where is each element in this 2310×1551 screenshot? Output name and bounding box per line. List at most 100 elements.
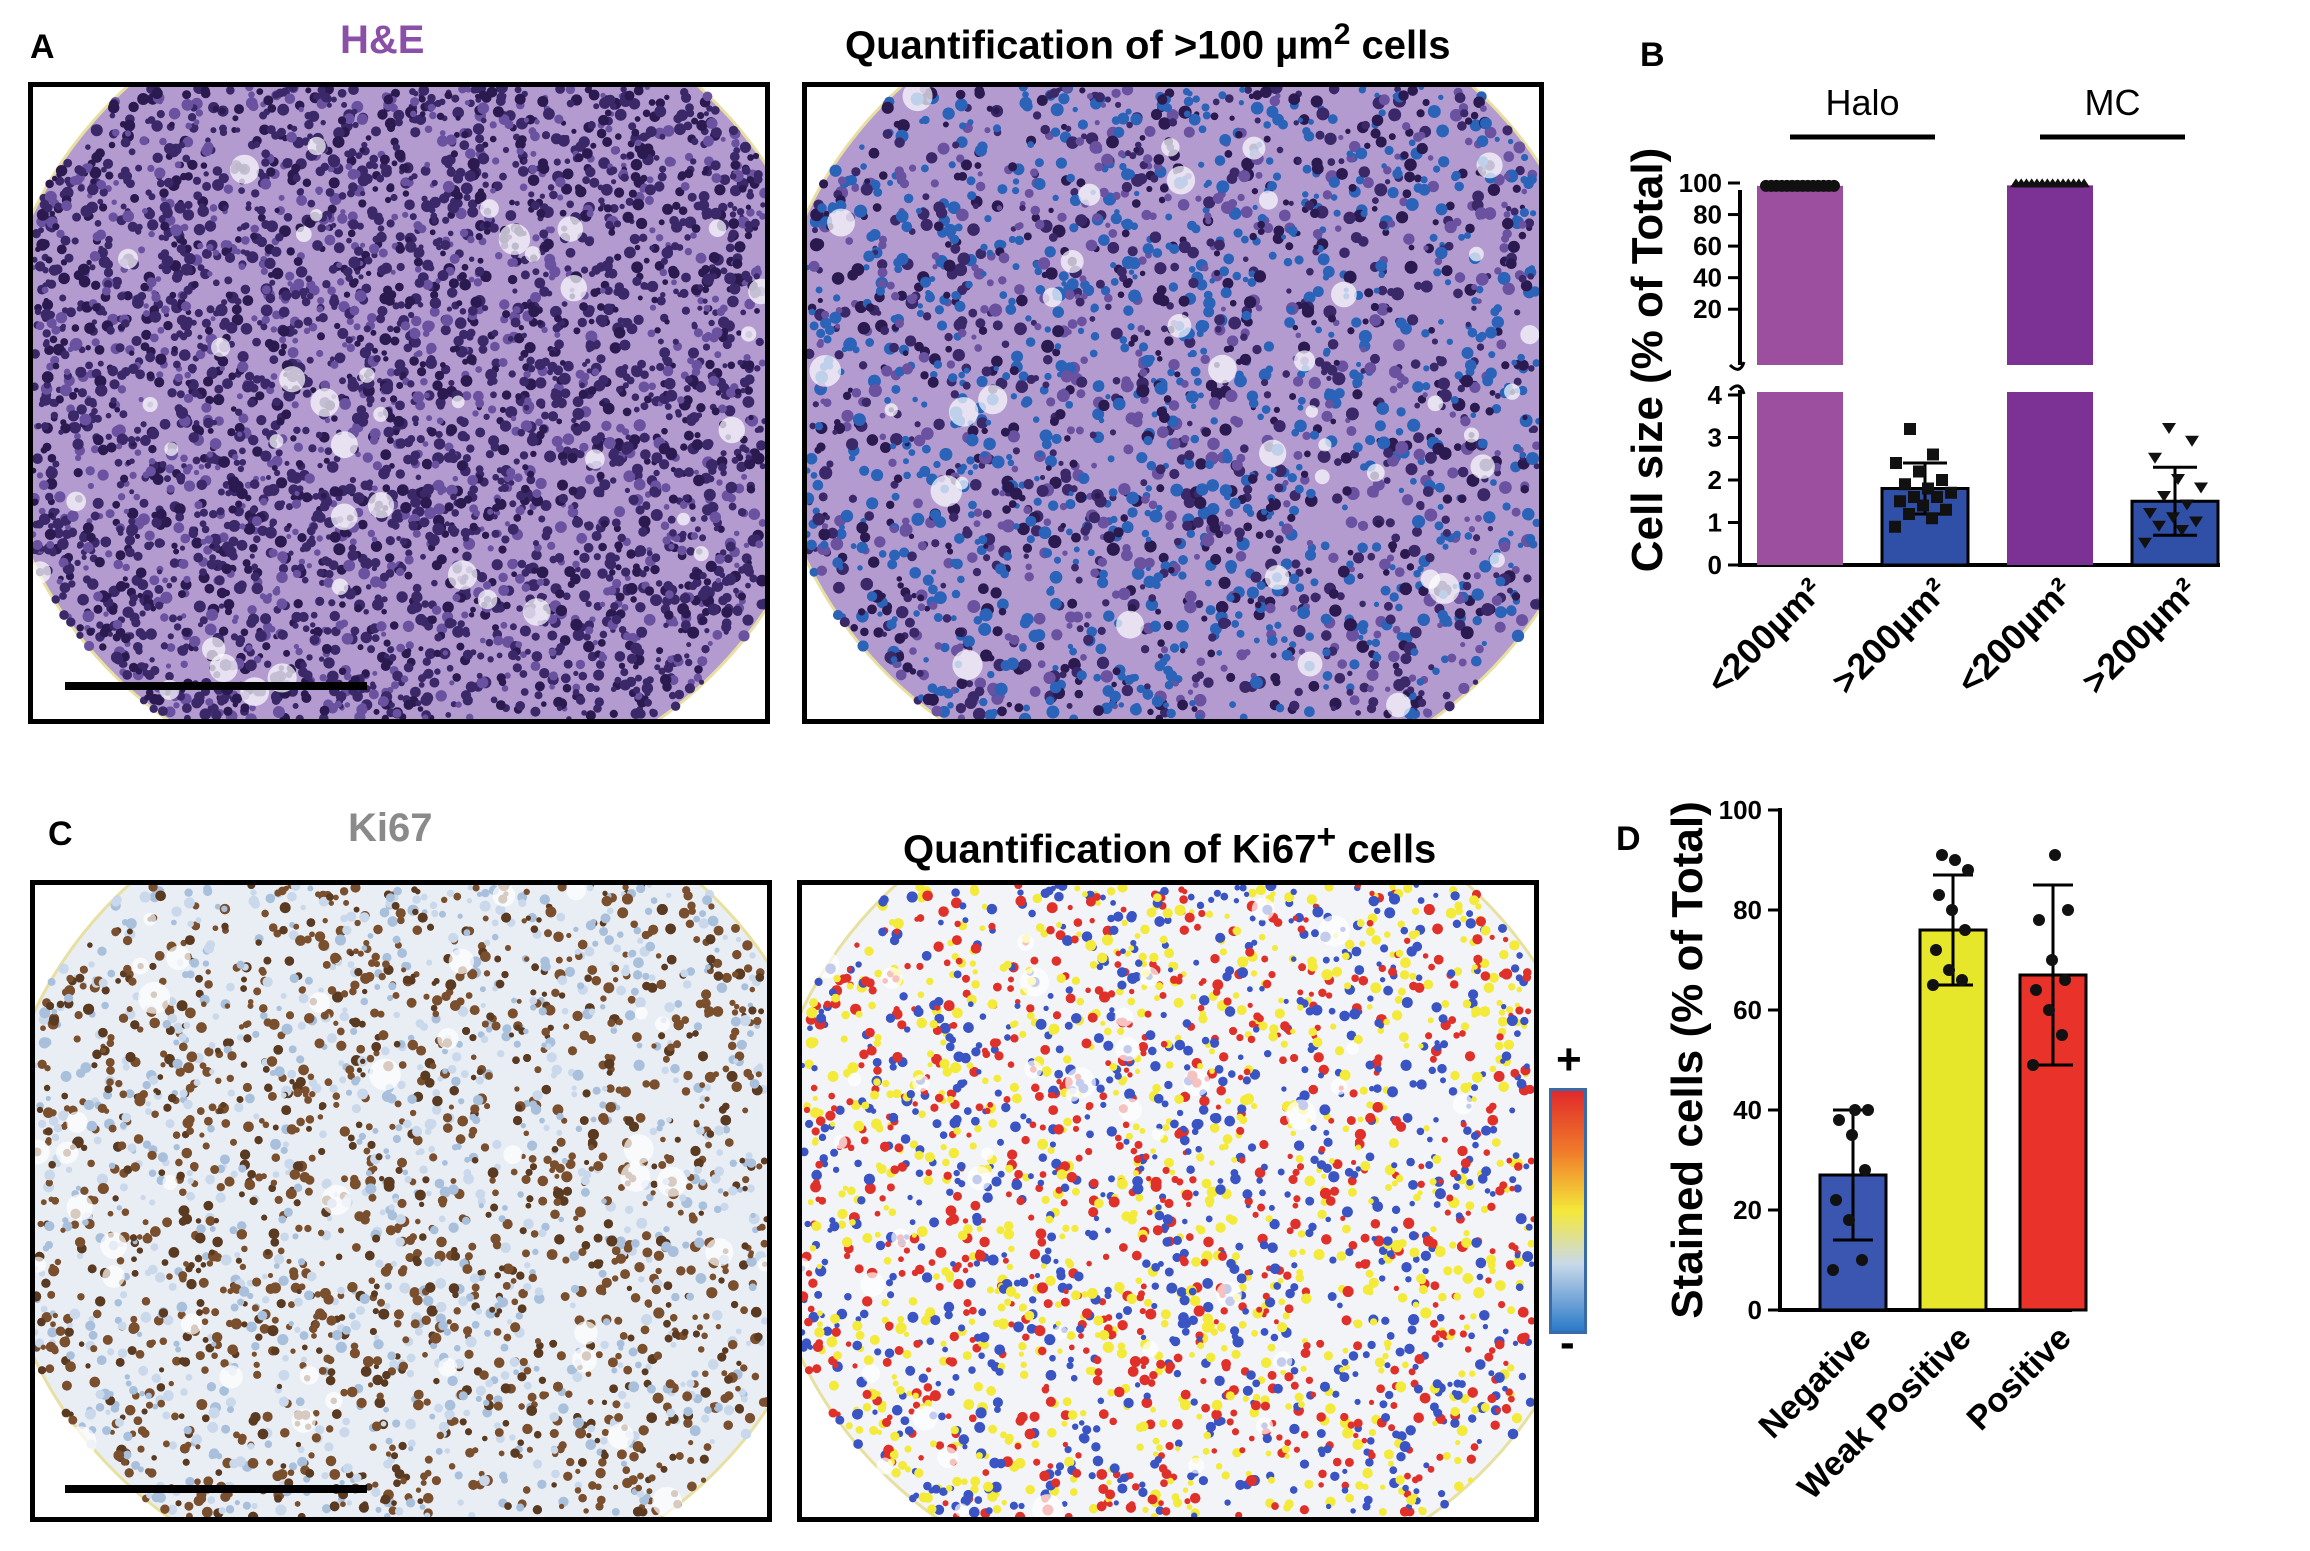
tick-label-upper: 80 — [1693, 200, 1722, 230]
data-point — [2138, 537, 2152, 549]
data-point — [2143, 508, 2157, 519]
data-point — [1903, 508, 1915, 520]
data-point — [1946, 904, 1958, 916]
group-label: Halo — [1825, 82, 1899, 123]
data-point — [1936, 849, 1948, 861]
data-point — [2148, 452, 2162, 464]
tick-label-lower: 0 — [1708, 550, 1722, 580]
cell-layer — [807, 87, 1539, 719]
data-point — [1926, 512, 1938, 525]
y-axis-label: Cell size (% of Total) — [1623, 148, 1672, 573]
data-point — [1862, 1104, 1874, 1116]
tick-label: 100 — [1719, 795, 1762, 825]
data-point — [2027, 1059, 2039, 1071]
data-point — [1827, 1264, 1839, 1276]
bar — [1918, 928, 1988, 1312]
data-point — [2152, 520, 2166, 532]
data-point — [2185, 435, 2199, 447]
bar-upper — [2007, 185, 2093, 365]
category-label: <200µm² — [1699, 570, 1831, 702]
data-point — [1899, 478, 1911, 491]
data-point — [1956, 974, 1968, 986]
quant-ki67-image — [797, 880, 1539, 1522]
data-point — [1843, 1214, 1855, 1226]
category-label: >200µm² — [1824, 570, 1956, 702]
legend-plus: + — [1556, 1035, 1582, 1084]
he-scalebar — [65, 682, 367, 690]
data-point — [1943, 964, 1955, 976]
data-point — [2030, 984, 2042, 996]
data-point — [1927, 979, 1939, 991]
quant-ki67-tissue — [802, 885, 1534, 1517]
tick-label-lower: 1 — [1708, 508, 1722, 538]
data-point — [1894, 495, 1906, 508]
data-point — [1945, 486, 1957, 499]
panel-letter-d: D — [1616, 820, 1641, 858]
data-point — [1856, 1254, 1868, 1266]
category-label: >200µm² — [2074, 570, 2206, 702]
quant-size-title-end: cells — [1350, 23, 1451, 68]
tick-label-upper: 100 — [1679, 168, 1722, 198]
cell-layer — [35, 885, 767, 1517]
data-point — [1940, 503, 1952, 516]
panel-letter-c: C — [48, 815, 73, 853]
data-point — [1962, 864, 1974, 876]
quant-size-title-sup: 2 — [1333, 18, 1351, 51]
data-point — [1859, 1164, 1871, 1176]
tick-label-lower: 2 — [1708, 465, 1722, 495]
data-point — [2046, 954, 2058, 966]
data-point — [2049, 849, 2061, 861]
data-point — [1936, 474, 1948, 486]
tick-label-upper: 20 — [1693, 294, 1722, 324]
data-point — [2175, 525, 2189, 536]
tick-label-lower: 3 — [1708, 423, 1722, 453]
tick-label-upper: 40 — [1693, 263, 1722, 293]
quant-size-title: Quantification of >100 µm2 cells — [845, 18, 1450, 68]
data-point — [1949, 854, 1961, 866]
data-point — [1889, 520, 1901, 533]
data-point — [1922, 482, 1934, 495]
data-point — [2180, 499, 2194, 511]
data-point — [2162, 423, 2176, 434]
bar-lower — [1757, 392, 1843, 565]
tick-label: 0 — [1748, 1295, 1762, 1325]
axis-break-bottom — [1728, 384, 1746, 395]
data-point — [1833, 1114, 1845, 1126]
data-point — [1927, 448, 1939, 461]
data-point — [1849, 1104, 1861, 1116]
data-point — [2157, 491, 2171, 502]
data-point — [2194, 482, 2208, 494]
tick-label-upper: 60 — [1693, 231, 1722, 261]
cell-layer — [33, 87, 765, 719]
data-point — [2078, 178, 2090, 188]
data-point — [2166, 512, 2180, 524]
tick-label: 20 — [1733, 1195, 1762, 1225]
quant-size-image — [802, 82, 1544, 724]
ki67-image — [30, 880, 772, 1522]
ki67-title: Ki67 — [348, 806, 433, 850]
tick-label: 60 — [1733, 995, 1762, 1025]
data-point — [1930, 944, 1942, 956]
ki67-colorbar — [1549, 1088, 1587, 1334]
data-point — [2033, 914, 2045, 926]
data-point — [2062, 904, 2074, 916]
he-image — [28, 82, 770, 724]
legend-minus: - — [1560, 1318, 1575, 1367]
quant-ki67-title-end: cells — [1336, 827, 1437, 872]
data-point — [1890, 457, 1902, 469]
data-point — [1959, 924, 1971, 936]
data-point — [2171, 474, 2185, 485]
ki67-scalebar — [65, 1485, 367, 1493]
bar-upper — [1757, 185, 1843, 365]
cell-layer — [802, 885, 1534, 1517]
panel-letter-a: A — [30, 28, 55, 66]
data-point — [1904, 423, 1916, 435]
data-point — [2056, 1029, 2068, 1041]
quant-ki67-title-sup: + — [1316, 818, 1337, 856]
panel-letter-b: B — [1640, 36, 1665, 74]
y-axis-label: Stained cells (% of Total) — [1663, 801, 1712, 1318]
he-tissue — [33, 87, 765, 719]
quant-ki67-title: Quantification of Ki67+ cells — [903, 818, 1436, 872]
quant-size-title-main: Quantification of >100 µm — [845, 23, 1334, 68]
